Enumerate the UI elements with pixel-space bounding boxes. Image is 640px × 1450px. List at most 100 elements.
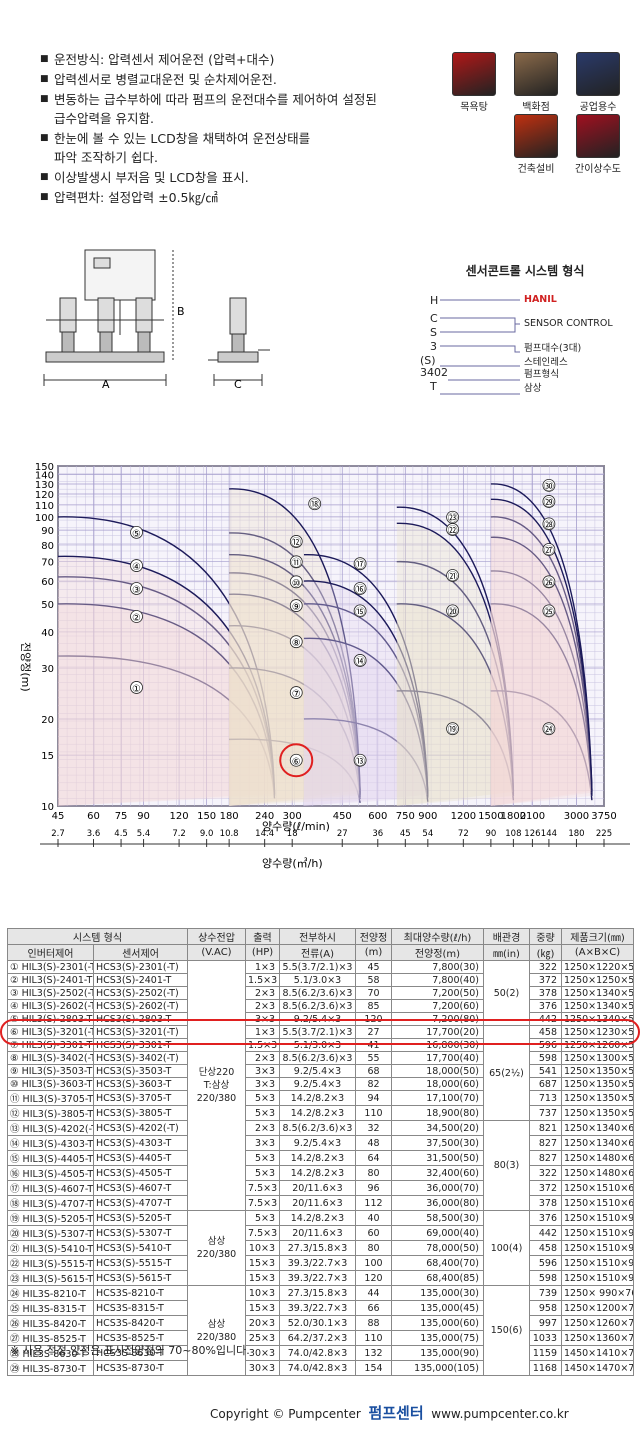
region-label: ⑫ bbox=[291, 537, 301, 549]
inverter-model: HIL3(S)-4405-T bbox=[22, 1154, 94, 1165]
copyright-text: Copyright © Pumpcenter bbox=[210, 1407, 361, 1421]
inverter-model: HIL3(S)-2602(-T) bbox=[21, 1000, 94, 1012]
y-tick-label: 100 bbox=[35, 513, 54, 524]
factory-icon bbox=[576, 52, 620, 96]
region-label: ㉓ bbox=[448, 513, 458, 525]
code-letter: (S) bbox=[420, 354, 436, 367]
x-tick-label: 1200 bbox=[451, 811, 476, 822]
y-tick-label: 80 bbox=[41, 541, 54, 552]
code-description: 스테인레스 bbox=[524, 357, 568, 368]
x-tick-label: 300 bbox=[283, 811, 302, 822]
table-row: ⑲ HIL3(S)-5205-T HCS3(S)-5205-T 삼상 220/380… bbox=[7, 1210, 634, 1286]
row-number: ⑥ bbox=[10, 1026, 19, 1038]
weight-cell: 596 bbox=[529, 1255, 562, 1271]
sensor-model-cell: HCS3(S)-5615-T bbox=[93, 1270, 188, 1286]
application-item: 간이상수도 bbox=[569, 114, 627, 175]
size-cell: 1450×1410×760 bbox=[561, 1345, 634, 1361]
power-cell: 삼상 220/380 bbox=[187, 1210, 246, 1286]
maxflow-cell: 135,000(45) bbox=[391, 1300, 484, 1316]
region-label: ⑥ bbox=[292, 757, 301, 768]
row-number: ㉗ bbox=[10, 1334, 20, 1345]
region-label: ㉔ bbox=[544, 724, 554, 736]
region-marker bbox=[289, 686, 303, 699]
maxflow-cell: 68,400(85) bbox=[391, 1270, 484, 1286]
row-number: ⑰ bbox=[10, 1184, 20, 1195]
region-label: ⑯ bbox=[355, 584, 365, 596]
inverter-model-cell: ① HIL3(S)-2301(-T) bbox=[7, 960, 94, 974]
x2-tick-label: 126 bbox=[524, 829, 540, 839]
y-tick-label: 150 bbox=[35, 462, 54, 473]
region-marker bbox=[353, 604, 367, 618]
sensor-model-cell: HCS3(S)-2301(-T) bbox=[93, 960, 188, 974]
table-row: ⑬ HIL3(S)-4202(-T) HCS3(S)-4202(-T) 2×3 8.5… bbox=[7, 1120, 634, 1211]
region-label: ⑨ bbox=[292, 602, 301, 613]
table-row: ㉓ HIL3(S)-5615-T HCS3(S)-5615-T 15×3 39.3/2… bbox=[7, 1270, 634, 1286]
inverter-model-cell: ⑳ HIL3(S)-5307-T bbox=[7, 1225, 94, 1241]
region-label: ㉗ bbox=[544, 545, 554, 557]
current-cell: 14.2/8.2×3 bbox=[279, 1210, 356, 1226]
feature-item: 운전방식: 압력센서 제어운전 (압력+대수) bbox=[40, 50, 440, 69]
inverter-model: HIL3S-8525-T bbox=[22, 1334, 86, 1345]
region-marker bbox=[542, 517, 556, 531]
weight-cell: 442 bbox=[529, 1225, 562, 1241]
inverter-model-cell: ④ HIL3(S)-2602(-T) bbox=[7, 999, 94, 1013]
maxflow-cell: 135,000(90) bbox=[391, 1345, 484, 1361]
x2-tick-label: 3.6 bbox=[87, 829, 101, 839]
weight-cell: 997 bbox=[529, 1315, 562, 1331]
current-cell: 9.2/5.4×3 bbox=[279, 1064, 356, 1078]
feature-text-cont: 급수압력을 유지함. bbox=[54, 111, 154, 126]
region-label: ㉖ bbox=[544, 577, 554, 589]
code-letter: S bbox=[430, 326, 437, 339]
head-cell: 68 bbox=[355, 1064, 392, 1078]
inverter-model: HIL3(S)-5410-T bbox=[22, 1244, 94, 1255]
pump-curve bbox=[57, 655, 276, 799]
sensor-model-cell: HCS3(S)-3402(-T) bbox=[93, 1051, 188, 1065]
sensor-model-cell: HCS3(S)-2602(-T) bbox=[93, 999, 188, 1013]
region-label: ⑱ bbox=[310, 499, 320, 511]
inverter-model: HIL3(S)-2401-T bbox=[21, 974, 93, 986]
maxflow-cell: 36,000(70) bbox=[391, 1180, 484, 1196]
sensor-model-cell: HCS3(S)-5307-T bbox=[93, 1225, 188, 1241]
table-row: ② HIL3(S)-2401-T HCS3(S)-2401-T 1.5×3 5.1/3… bbox=[7, 973, 634, 987]
inverter-model-cell: ③ HIL3(S)-2502(-T) bbox=[7, 986, 94, 1000]
row-number: ⑲ bbox=[10, 1214, 20, 1225]
table-row: ⑧ HIL3(S)-3402(-T) HCS3(S)-3402(-T) 2×3 8.5… bbox=[7, 1051, 634, 1065]
region-label: ⑧ bbox=[292, 638, 301, 649]
x2-tick-label: 10.8 bbox=[220, 829, 239, 839]
row-number: ① bbox=[10, 961, 19, 973]
region-label: ① bbox=[132, 684, 141, 695]
row-number: ⑨ bbox=[10, 1065, 19, 1077]
header-sensor: 센서제어 bbox=[93, 944, 188, 961]
pump-curve bbox=[396, 506, 515, 792]
region-marker bbox=[446, 569, 459, 582]
region-label: ⑭ bbox=[355, 656, 365, 668]
weight-cell: 376 bbox=[529, 1210, 562, 1226]
head-cell: 96 bbox=[355, 1180, 392, 1196]
inverter-model-cell: ⑮ HIL3(S)-4405-T bbox=[7, 1150, 94, 1166]
pipe-cell: 50(2) bbox=[483, 960, 530, 1026]
table-row: ⑱ HIL3(S)-4707-T HCS3(S)-4707-T 7.5×3 20/11… bbox=[7, 1195, 634, 1211]
y-tick-label: 120 bbox=[35, 490, 54, 501]
inverter-model: HIL3(S)-4707-T bbox=[22, 1199, 94, 1210]
region-marker bbox=[542, 495, 556, 508]
output-cell: 30×3 bbox=[245, 1345, 280, 1361]
inverter-model: HIL3S-8315-T bbox=[22, 1304, 86, 1315]
size-cell: 1250×1340×560 bbox=[561, 986, 634, 1000]
inverter-model: HIL3(S)-4202(-T) bbox=[22, 1124, 94, 1135]
pump-curve bbox=[490, 603, 593, 796]
header-size-unit: (A×B×C) bbox=[561, 944, 634, 961]
inverter-model-cell: ㉓ HIL3(S)-5615-T bbox=[7, 1270, 94, 1286]
size-cell: 1250×1340×560 bbox=[561, 999, 634, 1013]
region-fill bbox=[396, 523, 514, 806]
maxflow-cell: 135,000(105) bbox=[391, 1360, 484, 1376]
inverter-model: HIL3(S)-3503-T bbox=[21, 1065, 93, 1077]
output-cell: 5×3 bbox=[245, 1150, 280, 1166]
region-label: ② bbox=[132, 613, 141, 624]
footer-url[interactable]: www.pumpcenter.co.kr bbox=[431, 1407, 569, 1421]
x2-tick-label: 72 bbox=[458, 829, 469, 839]
region-fill bbox=[229, 667, 361, 806]
x-tick-label: 3750 bbox=[591, 811, 616, 822]
inverter-model: HIL3(S)-5515-T bbox=[22, 1259, 94, 1270]
sensor-model-cell: HCS3(S)-5515-T bbox=[93, 1255, 188, 1271]
region-marker bbox=[308, 497, 322, 511]
